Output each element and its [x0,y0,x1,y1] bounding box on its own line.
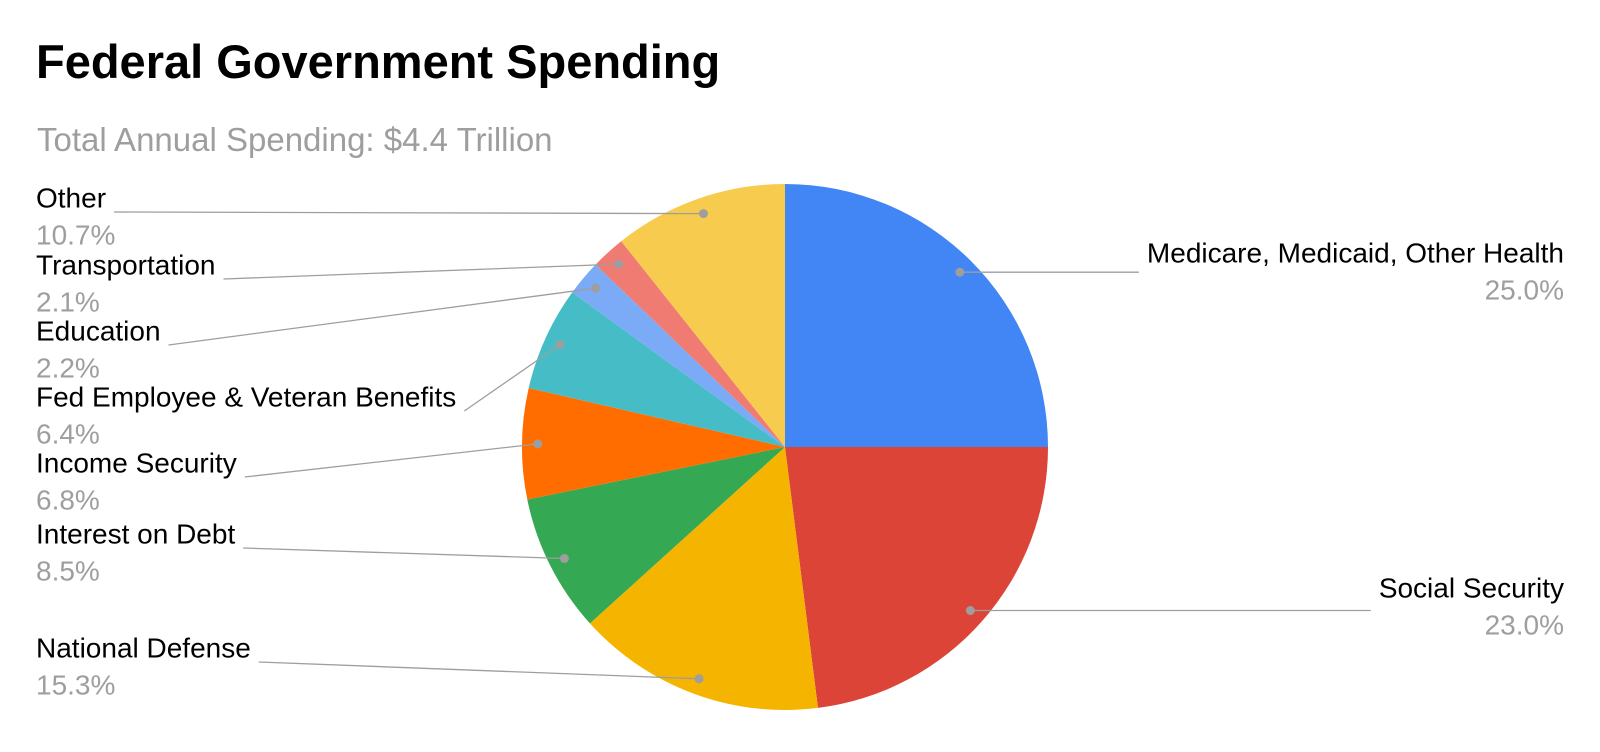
leader-lines [113,211,1371,680]
pie-slices [522,184,1049,711]
slice-labels: Medicare, Medicaid, Other Health 25.0% Soc… [36,183,1564,701]
leader-line-income-security [244,443,538,478]
leader-line-fed-employee-veteran-benefits [463,344,561,412]
slice-pct-national-defense: 15.3% [36,670,115,701]
slice-label-interest-on-debt: Interest on Debt [36,519,235,550]
chart-subtitle: Total Annual Spending: $4.4 Trillion [37,121,553,158]
slice-pct-income-security: 6.8% [36,485,100,516]
slice-pct-transportation: 2.1% [36,287,100,318]
slice-label-social-security: Social Security [1379,573,1564,604]
chart-title: Federal Government Spending [36,35,721,88]
slice-pct-medicare-medicaid-other-health: 25.0% [1485,275,1564,306]
slice-pct-education: 2.2% [36,353,100,384]
callout-dot-education [591,283,600,293]
callout-dot-transportation [614,259,624,269]
slice-pct-social-security: 23.0% [1485,610,1564,641]
pie-slice-other[interactable] [621,184,785,447]
leader-line-other [113,211,704,215]
callout-dot-medicare-medicaid-other-health [955,267,965,277]
callout-dot-interest-on-debt [559,554,569,563]
callout-dot-social-security [965,606,975,615]
callout-dot-fed-employee-veteran-benefits [555,340,565,350]
pie-slice-medicare-medicaid-other-health[interactable] [785,184,1048,447]
pie-slice-transportation[interactable] [595,241,785,447]
pie-slice-education[interactable] [572,264,785,447]
pie-slice-income-security[interactable] [522,388,785,500]
slice-label-national-defense: National Defense [36,633,251,664]
slice-pct-other: 10.7% [36,220,115,251]
slice-label-education: Education [36,316,161,347]
slice-pct-interest-on-debt: 8.5% [36,556,100,587]
pie-slice-interest-on-debt[interactable] [527,447,785,624]
slice-label-transportation: Transportation [36,250,216,281]
pie-slice-fed-employee-veteran-benefits[interactable] [528,292,785,447]
callout-dot-other [699,209,708,219]
callout-dot-income-security [533,439,543,449]
leader-line-interest-on-debt [243,547,565,560]
slice-label-medicare-medicaid-other-health: Medicare, Medicaid, Other Health [1147,238,1564,269]
callout-dots [533,209,975,684]
slice-label-other: Other [36,183,106,214]
callout-dot-national-defense [694,674,704,684]
slice-pct-fed-employee-veteran-benefits: 6.4% [36,419,100,450]
pie-slice-national-defense[interactable] [589,447,818,711]
pie-slice-social-security[interactable] [785,447,1049,708]
slice-label-income-security: Income Security [36,448,237,479]
leader-line-transportation [223,263,619,280]
leader-line-education [168,287,596,346]
slice-label-fed-employee-veteran-benefits: Fed Employee & Veteran Benefits [36,382,456,413]
leader-line-national-defense [258,661,700,680]
